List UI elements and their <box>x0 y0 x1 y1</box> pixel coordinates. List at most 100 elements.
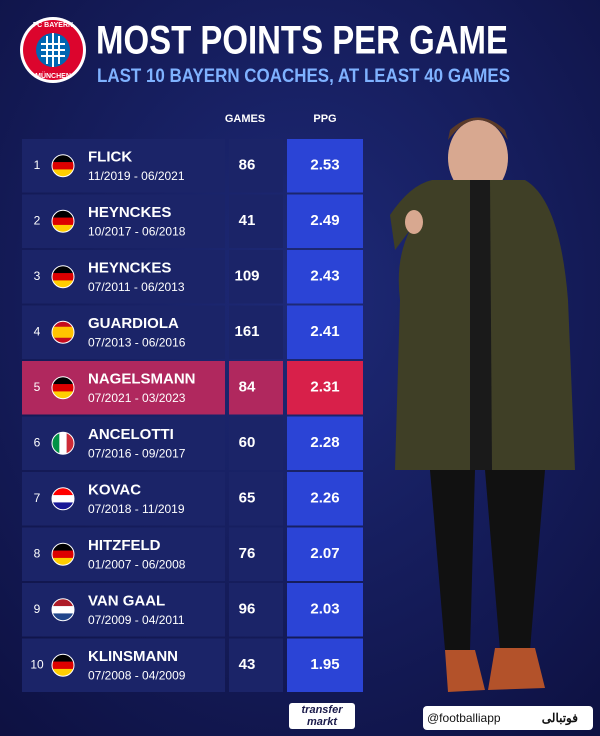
ppg: 2.41 <box>310 323 339 340</box>
flag-band <box>52 154 74 163</box>
flag-band <box>52 376 74 385</box>
flag-border <box>51 542 75 566</box>
ppg: 2.31 <box>310 379 339 396</box>
rank: 10 <box>30 657 44 671</box>
logo-text: MÜNCHEN <box>35 71 71 80</box>
games-cell <box>229 305 283 359</box>
flag-band <box>52 217 74 226</box>
ppg-cell <box>287 638 363 692</box>
flag-band <box>52 668 74 677</box>
flag-border <box>51 154 75 178</box>
flag-band <box>52 162 74 170</box>
flag-band <box>52 169 74 177</box>
ppg-cell <box>287 305 363 359</box>
flag <box>51 376 75 400</box>
flag-band <box>52 432 60 455</box>
flag-band <box>52 606 74 614</box>
flag <box>51 320 75 344</box>
flag-band <box>52 326 74 338</box>
coach-period: 01/2007 - 06/2008 <box>88 557 186 571</box>
rank: 8 <box>34 546 41 560</box>
flag-band <box>52 654 74 662</box>
flag-border <box>51 653 75 677</box>
games-cell <box>229 416 283 470</box>
flag-band <box>52 335 74 344</box>
flag-border <box>51 265 75 289</box>
rank: 9 <box>34 602 41 616</box>
flag-band <box>52 543 74 551</box>
coach-name: GUARDIOLA <box>88 315 179 332</box>
rank: 5 <box>34 380 41 394</box>
flag <box>51 542 75 566</box>
coach-period: 07/2018 - 11/2019 <box>88 502 185 516</box>
games-cell <box>229 638 283 692</box>
ppg-cell <box>287 361 363 415</box>
games: 96 <box>239 601 256 618</box>
ppg-cell <box>287 139 363 193</box>
games: 86 <box>239 157 256 174</box>
flag-band <box>52 265 74 274</box>
coach-period: 07/2009 - 04/2011 <box>88 613 185 627</box>
flag-band <box>52 613 74 621</box>
games: 109 <box>234 268 259 285</box>
games: 65 <box>239 490 256 507</box>
ppg: 2.49 <box>310 212 339 229</box>
flag-band <box>52 598 74 607</box>
games-cell <box>229 194 283 248</box>
coach-name: ANCELOTTI <box>88 426 174 443</box>
flag-band <box>52 384 74 392</box>
rank: 3 <box>34 269 41 283</box>
flag-band <box>66 432 74 455</box>
flag <box>51 653 75 677</box>
games: 76 <box>239 545 256 562</box>
flag-band <box>52 273 74 281</box>
ppg: 1.95 <box>310 656 339 673</box>
games-cell <box>229 139 283 193</box>
games-cell <box>229 527 283 581</box>
games-cell <box>229 583 283 637</box>
rank: 7 <box>34 491 41 505</box>
flag-band <box>52 661 74 670</box>
footer: transfer markt @footballiapp فوتبالی <box>289 703 593 730</box>
games: 161 <box>234 323 259 340</box>
logo-text: FC BAYERN <box>33 22 73 29</box>
column-header: PPG <box>313 113 336 125</box>
brand: فوتبالی <box>542 711 578 726</box>
coach-period: 07/2011 - 06/2013 <box>88 280 185 294</box>
source-logo: markt <box>307 716 338 728</box>
flag-band <box>52 557 74 566</box>
coach-photo <box>390 117 575 692</box>
flag <box>51 209 75 233</box>
coach-name: HITZFELD <box>88 537 161 554</box>
flag-border <box>51 320 75 344</box>
coach-name: VAN GAAL <box>88 593 165 610</box>
ppg: 2.26 <box>310 490 339 507</box>
rank: 4 <box>34 324 41 338</box>
source-logo: transfer <box>302 704 344 716</box>
flag-band <box>52 321 74 329</box>
flag-border <box>51 487 75 511</box>
column-header: GAMES <box>225 113 265 125</box>
games: 43 <box>239 656 256 673</box>
flag-border <box>51 431 75 455</box>
coach-name: FLICK <box>88 149 132 166</box>
coach-name: KLINSMANN <box>88 648 178 665</box>
flag-border <box>51 598 75 622</box>
flag-border <box>51 209 75 233</box>
games: 41 <box>239 212 256 229</box>
flag <box>51 431 75 455</box>
logo: FC BAYERN MÜNCHEN <box>20 17 86 83</box>
ppg-cell <box>287 583 363 637</box>
rank: 1 <box>34 158 41 172</box>
games: 60 <box>239 434 256 451</box>
coach-period: 10/2017 - 06/2018 <box>88 224 186 238</box>
flag-band <box>52 224 74 233</box>
coach-name: HEYNCKES <box>88 260 171 277</box>
coach-name: NAGELSMANN <box>88 371 196 388</box>
flag-band <box>52 210 74 218</box>
subtitle: LAST 10 BAYERN COACHES, AT LEAST 40 GAME… <box>97 66 510 87</box>
title: MOST POINTS PER GAME <box>96 19 508 63</box>
flag-band <box>52 502 74 510</box>
ppg: 2.43 <box>310 268 339 285</box>
coach-period: 07/2008 - 04/2009 <box>88 668 186 682</box>
